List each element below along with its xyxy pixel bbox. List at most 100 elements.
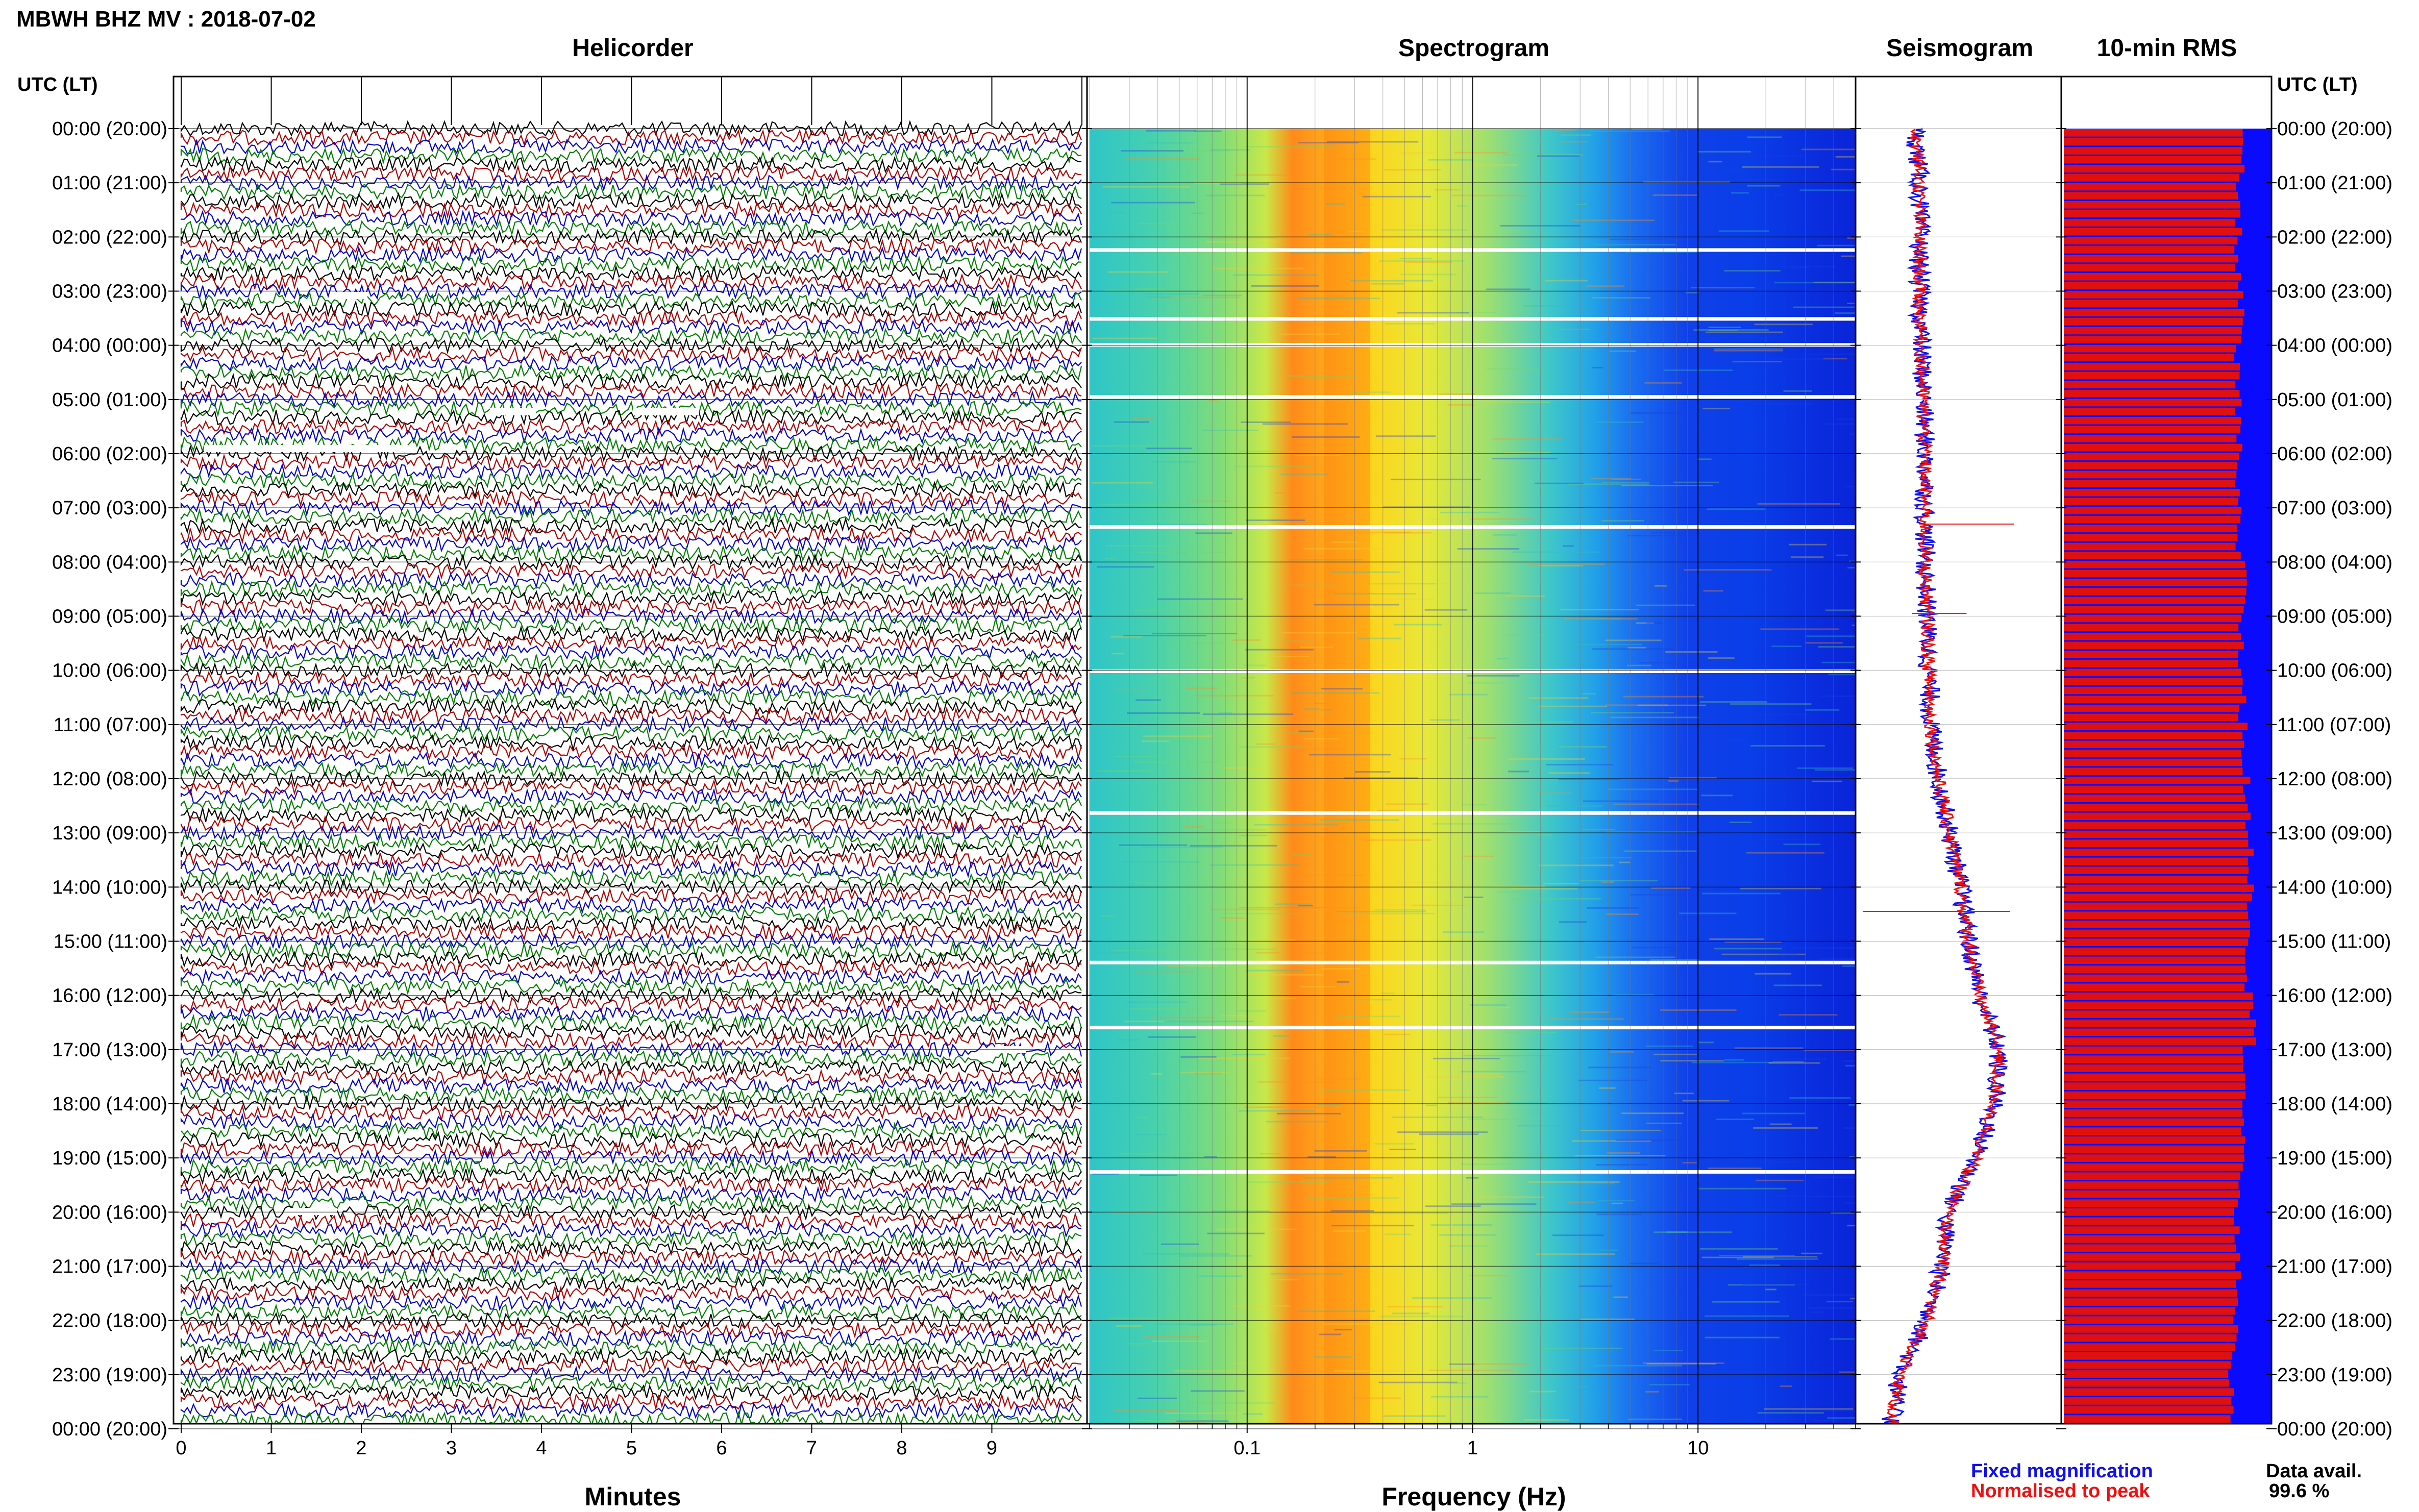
spectrogram-speckle bbox=[1425, 1104, 1437, 1106]
spectrogram-speckle bbox=[1806, 1372, 1818, 1374]
spectrogram-speckle bbox=[1143, 293, 1199, 295]
helicorder-gap bbox=[332, 292, 367, 299]
spectrogram-speckle bbox=[1793, 1409, 1856, 1411]
spectrogram-speckle bbox=[1111, 202, 1195, 204]
spectrogram-speckle bbox=[1114, 1409, 1178, 1411]
helicorder-trace bbox=[180, 1366, 1082, 1383]
time-label-left: 15:00 (11:00) bbox=[54, 931, 167, 953]
helicorder-trace bbox=[180, 914, 1082, 932]
spectrogram-speckle bbox=[1819, 958, 1856, 960]
spectrogram-speckle bbox=[1801, 148, 1856, 151]
rms-bar bbox=[2064, 291, 2243, 299]
spectrogram-speckle bbox=[1607, 1152, 1640, 1154]
spectrogram-speckle bbox=[1116, 1038, 1140, 1040]
spectrogram-speckle bbox=[1212, 267, 1303, 269]
spectrogram-speckle bbox=[1097, 770, 1153, 772]
spectrogram-speckle bbox=[1523, 305, 1577, 307]
helicorder-trace bbox=[180, 562, 1082, 580]
spectrogram-speckle bbox=[1334, 1329, 1352, 1331]
spectrogram-speckle bbox=[1331, 541, 1357, 543]
helicorder-trace bbox=[180, 129, 1082, 147]
seismogram-frame bbox=[1855, 76, 2062, 1425]
spectrogram-speckle bbox=[1636, 604, 1695, 606]
spectrogram-speckle bbox=[1401, 152, 1434, 154]
spectrogram-speckle bbox=[1370, 283, 1404, 285]
minute-tick-label: 9 bbox=[986, 1437, 997, 1459]
spectrogram-title: Spectrogram bbox=[1398, 35, 1549, 62]
spectrogram-speckle bbox=[1105, 544, 1175, 547]
spectrogram-speckle bbox=[1334, 1370, 1418, 1372]
spectrogram-speckle bbox=[1276, 1112, 1341, 1114]
rms-bar bbox=[2064, 633, 2241, 640]
helicorder-trace bbox=[180, 896, 1082, 914]
time-label-right: 22:00 (18:00) bbox=[2277, 1310, 2392, 1332]
spectrogram-speckle bbox=[1733, 189, 1750, 191]
spectrogram-speckle bbox=[1774, 282, 1856, 284]
rms-bar bbox=[2064, 498, 2239, 506]
spectrogram-speckle bbox=[1588, 130, 1670, 132]
spectrogram-speckle bbox=[1560, 1182, 1615, 1184]
time-axis-label-right: UTC (LT) bbox=[2277, 74, 2358, 95]
spectrogram-speckle bbox=[1498, 1006, 1511, 1008]
spectrogram-speckle bbox=[1286, 823, 1345, 825]
spectrogram-speckle bbox=[1364, 1212, 1448, 1214]
spectrogram-speckle bbox=[1101, 915, 1115, 917]
spectrogram-speckle bbox=[1614, 803, 1699, 805]
spectrogram-speckle bbox=[1724, 1059, 1745, 1061]
helicorder-trace bbox=[180, 661, 1082, 679]
rms-bar bbox=[2064, 1244, 2236, 1252]
spectrogram-speckle bbox=[1331, 1225, 1414, 1227]
spectrogram-speckle bbox=[1180, 1255, 1252, 1257]
spectrogram-speckle bbox=[1847, 1225, 1856, 1227]
spectrogram-speckle bbox=[1376, 1315, 1437, 1317]
spectrogram-speckle bbox=[1848, 560, 1856, 562]
rms-bar bbox=[2064, 579, 2247, 586]
spectrogram-speckle bbox=[1194, 1073, 1222, 1075]
spectrogram-speckle bbox=[1357, 637, 1401, 639]
rms-bar bbox=[2064, 587, 2247, 596]
spectrogram-speckle bbox=[1095, 952, 1130, 954]
spectrogram-speckle bbox=[1679, 912, 1737, 914]
rms-bar bbox=[2064, 1379, 2230, 1387]
rms-bar bbox=[2064, 426, 2241, 434]
helicorder-trace bbox=[180, 751, 1082, 770]
spectrogram-speckle bbox=[1307, 1156, 1336, 1158]
rms-bar bbox=[2064, 1073, 2245, 1081]
spectrogram-speckle bbox=[1317, 1078, 1361, 1080]
spectrogram-speckle bbox=[1848, 1103, 1856, 1105]
spectrogram-speckle bbox=[1852, 611, 1856, 613]
rms-bar bbox=[2064, 336, 2241, 343]
helicorder-trace bbox=[180, 652, 1082, 671]
rms-bar bbox=[2064, 965, 2246, 973]
spectrogram-speckle bbox=[1400, 274, 1457, 276]
spectrogram-speckle bbox=[1262, 423, 1348, 425]
spectrogram-speckle bbox=[1398, 153, 1420, 155]
helicorder-trace bbox=[180, 1212, 1082, 1230]
spectrogram-speckle bbox=[1712, 1301, 1780, 1303]
helicorder-trace bbox=[180, 480, 1082, 499]
time-label-right: 03:00 (23:00) bbox=[2277, 281, 2392, 303]
spectrogram-speckle bbox=[1264, 1329, 1276, 1331]
spectrogram-speckle bbox=[1303, 738, 1340, 740]
spectrogram-speckle bbox=[1384, 1233, 1411, 1235]
spectrogram-speckle bbox=[1443, 931, 1484, 933]
helicorder-gap bbox=[204, 445, 408, 452]
spectrogram-speckle bbox=[1537, 155, 1580, 157]
helicorder-trace bbox=[180, 950, 1082, 969]
spectrogram-speckle bbox=[1591, 712, 1674, 714]
spectrogram-speckle bbox=[1189, 500, 1230, 502]
data-availability-value: 99.6 % bbox=[2269, 1480, 2329, 1502]
spectrogram-speckle bbox=[1606, 831, 1697, 833]
helicorder-trace bbox=[180, 426, 1082, 445]
spectrogram-speckle bbox=[1449, 1363, 1475, 1365]
helicorder-xlabel: Minutes bbox=[585, 1482, 681, 1511]
spectrogram-speckle bbox=[1736, 1258, 1818, 1260]
helicorder-trace bbox=[180, 228, 1082, 246]
helicorder-trace bbox=[180, 832, 1082, 851]
spectrogram-speckle bbox=[1271, 1273, 1344, 1275]
spectrogram-speckle bbox=[1213, 822, 1231, 824]
time-label-left: 11:00 (07:00) bbox=[54, 714, 167, 736]
spectrogram-speckle bbox=[1175, 552, 1187, 554]
spectrogram-speckle bbox=[1300, 986, 1336, 988]
rms-bar bbox=[2064, 1325, 2238, 1333]
